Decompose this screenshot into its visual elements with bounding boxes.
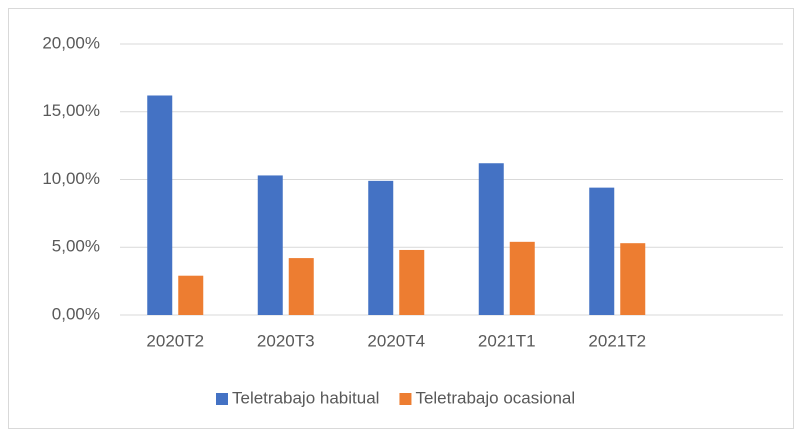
bar [589,187,615,315]
x-tick-label: 2021T2 [588,331,646,350]
bar [147,95,173,316]
x-tick-label: 2020T4 [367,331,425,350]
bar [368,180,394,315]
bar [478,163,504,315]
legend-swatch [399,393,412,405]
legend-label: Teletrabajo habitual [232,388,379,407]
legend-swatch [216,393,228,405]
y-tick-label: 10,00% [42,169,100,188]
x-tick-label: 2021T1 [478,331,536,350]
x-tick-label: 2020T3 [257,331,315,350]
bar [288,258,314,315]
bar [620,243,646,315]
bar [399,249,425,315]
bar [178,275,204,315]
y-tick-label: 20,00% [42,33,100,52]
bar [509,241,535,315]
chart-frame [8,8,794,429]
x-tick-label: 2020T2 [146,331,204,350]
bar [257,175,283,315]
y-tick-label: 5,00% [52,237,100,256]
legend-label: Teletrabajo ocasional [415,388,575,407]
y-tick-label: 15,00% [42,101,100,120]
y-tick-label: 0,00% [52,304,100,323]
